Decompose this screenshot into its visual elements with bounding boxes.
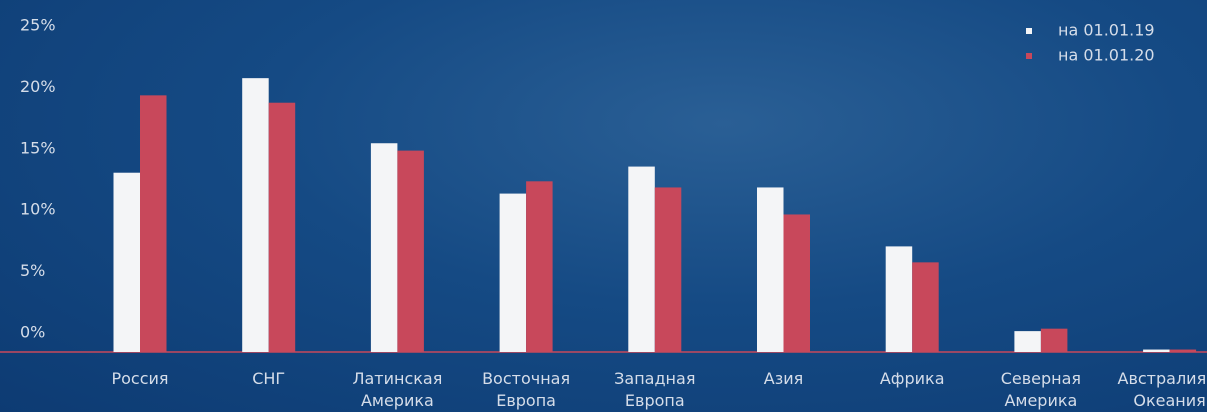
legend-swatch xyxy=(1026,28,1032,34)
x-tick-label: Россия xyxy=(85,368,195,390)
bar xyxy=(114,173,141,352)
x-tick-label: Азия xyxy=(729,368,839,390)
y-tick-label: 20% xyxy=(20,77,56,96)
y-tick-label: 10% xyxy=(20,200,56,219)
bar xyxy=(371,143,398,352)
bar xyxy=(757,187,784,352)
x-tick-label: Австралия и Океания xyxy=(1115,368,1207,412)
bar xyxy=(912,262,939,352)
legend-label: на 01.01.20 xyxy=(1058,46,1155,65)
chart-container: 0% 5% 10% 15% 20% 25% на 01.01.19 на 01.01.20 Р… xyxy=(0,0,1207,412)
bar xyxy=(500,194,526,352)
y-tick-label: 5% xyxy=(20,261,45,280)
bar xyxy=(784,214,811,352)
bar xyxy=(655,187,682,352)
x-tick-label: Африка xyxy=(857,368,967,390)
x-tick-label: СНГ xyxy=(214,368,324,390)
bar xyxy=(1143,350,1170,352)
bar xyxy=(269,103,296,352)
x-tick-label: Латинская Америка xyxy=(342,368,452,412)
bar xyxy=(1170,350,1197,352)
legend-swatch xyxy=(1026,53,1032,59)
y-tick-label: 15% xyxy=(20,138,56,157)
x-tick-label: Восточная Европа xyxy=(471,368,581,412)
bar xyxy=(526,181,553,352)
y-tick-label: 0% xyxy=(20,323,45,342)
bar xyxy=(886,246,913,352)
bar xyxy=(1041,329,1068,352)
bar xyxy=(140,95,167,352)
x-tick-label: Северная Америка xyxy=(986,368,1096,412)
bar xyxy=(628,167,655,352)
bar xyxy=(397,151,424,352)
y-tick-label: 25% xyxy=(20,16,56,35)
legend-label: на 01.01.19 xyxy=(1058,21,1155,40)
x-tick-label: Западная Европа xyxy=(600,368,710,412)
bar xyxy=(1014,331,1041,352)
bar xyxy=(242,78,269,352)
chart: 0% 5% 10% 15% 20% 25% на 01.01.19 на 01.01.20 xyxy=(0,0,1207,412)
